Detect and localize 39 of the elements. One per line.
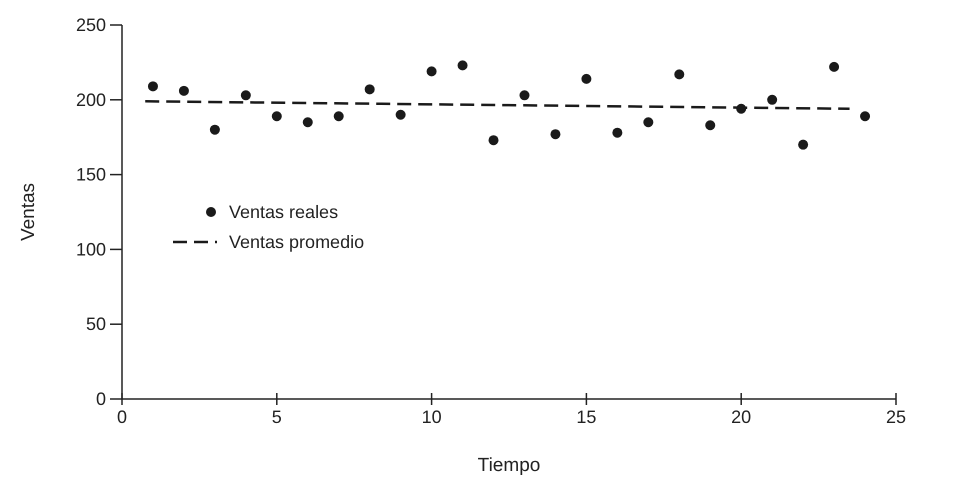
x-tick-label: 25 — [886, 407, 906, 427]
point — [488, 135, 499, 146]
y-axis-title: Ventas — [18, 182, 39, 242]
point — [550, 129, 560, 140]
point — [798, 140, 808, 150]
x-tick-label: 20 — [731, 407, 752, 427]
y-tick-label: 100 — [76, 239, 106, 260]
point — [148, 81, 158, 92]
point — [581, 74, 592, 84]
point — [240, 90, 251, 100]
point — [364, 84, 375, 94]
legend-label: Ventas reales — [229, 202, 338, 222]
point — [302, 117, 313, 128]
point — [643, 117, 654, 128]
point — [674, 69, 684, 80]
legend-label: Ventas promedio — [229, 232, 364, 252]
point — [829, 62, 840, 72]
point — [767, 94, 778, 105]
x-tick-label: 5 — [272, 407, 282, 427]
point — [334, 111, 344, 122]
point — [612, 128, 622, 138]
point — [210, 124, 220, 135]
point — [860, 111, 870, 122]
point — [458, 60, 468, 70]
x-axis-title: Tiempo — [478, 455, 540, 476]
point — [705, 120, 716, 130]
point — [178, 86, 189, 96]
x-tick-label: 15 — [576, 407, 596, 427]
y-tick-label: 150 — [76, 164, 106, 185]
point — [426, 66, 437, 76]
point — [272, 111, 282, 122]
y-tick-label: 0 — [96, 389, 106, 409]
y-tick-label: 50 — [86, 314, 106, 334]
x-tick-label: 0 — [116, 407, 128, 427]
y-tick-label: 250 — [76, 15, 106, 35]
x-tick-label: 10 — [422, 407, 442, 427]
point — [519, 90, 530, 100]
point — [396, 110, 406, 120]
y-tick-label: 200 — [76, 90, 106, 110]
